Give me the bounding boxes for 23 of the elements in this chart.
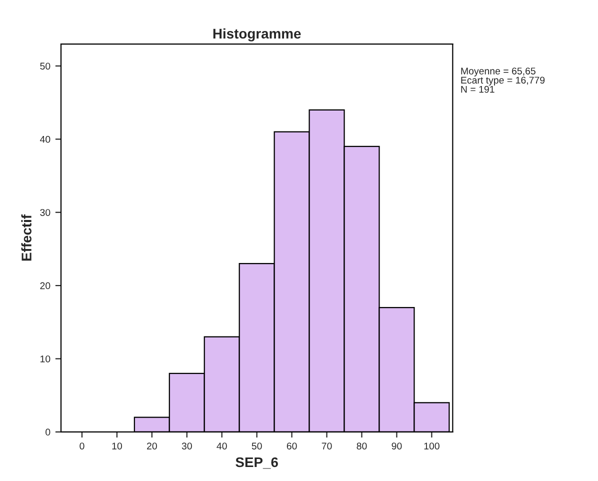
y-axis-title: Effectif <box>21 214 32 261</box>
text: Ecart type = 16,779 <box>461 76 545 86</box>
x-tick-label: 0 <box>80 442 84 450</box>
x-tick-label: 70 <box>322 442 332 450</box>
x-tick-label: 60 <box>286 442 297 450</box>
x-tick-label: 10 <box>112 442 122 450</box>
x-tick-label: 50 <box>252 442 262 450</box>
y-tick-label: 40 <box>40 136 50 143</box>
x-tick-label: 20 <box>147 442 157 450</box>
x-axis-title: SEP_6 <box>236 457 278 469</box>
chart-title: Histogramme <box>213 28 301 42</box>
y-tick-label: 10 <box>40 355 50 362</box>
y-tick-label: 30 <box>40 209 50 216</box>
y-tick-label: 50 <box>40 62 50 70</box>
y-tick-label: 20 <box>40 282 50 290</box>
x-tick-label: 30 <box>182 442 192 450</box>
text: Moyenne = 65,65 <box>461 68 536 76</box>
text: N = 191 <box>461 86 494 93</box>
x-tick-label: 40 <box>216 442 227 450</box>
x-tick-label: 100 <box>424 442 440 450</box>
y-tick-label: 0 <box>46 428 50 436</box>
x-tick-label: 90 <box>392 442 402 450</box>
x-tick-label: 80 <box>356 442 367 450</box>
